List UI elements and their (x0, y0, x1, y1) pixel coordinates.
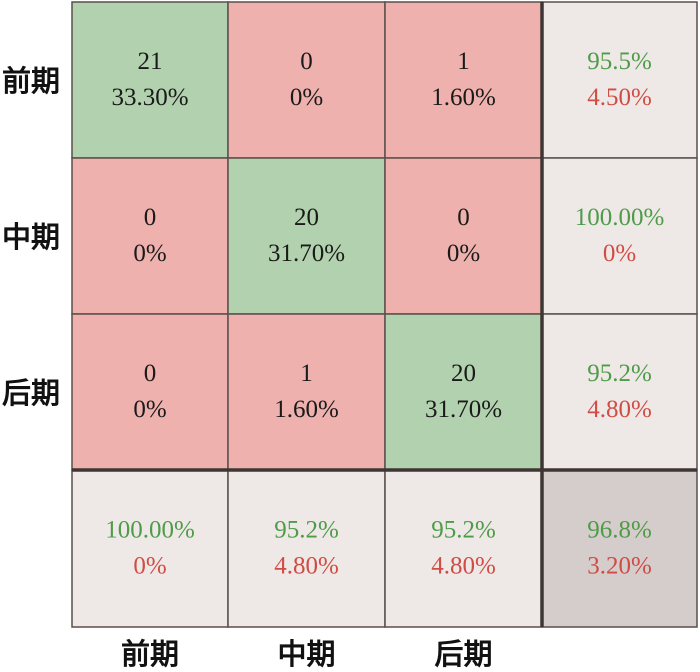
matrix-cell-0-0-line1: 21 (138, 48, 163, 75)
matrix-cell-2-0-line2: 0% (133, 396, 166, 423)
overall-accuracy (541, 469, 698, 628)
row-summary-0 (541, 1, 698, 159)
col-summary-2 (384, 469, 543, 628)
matrix-cell-0-1 (227, 1, 386, 159)
row-label-2: 后期 (2, 377, 60, 410)
col-label-1: 中期 (277, 638, 335, 671)
matrix-cell-1-1 (227, 157, 386, 315)
row-summary-1-line2: 0% (603, 240, 636, 267)
matrix-cell-2-1-line2: 1.60% (274, 396, 339, 423)
matrix-cell-1-2 (384, 157, 543, 315)
row-label-1: 中期 (2, 221, 60, 254)
row-summary-2-line1: 95.2% (587, 360, 652, 387)
row-summary-2-line2: 4.80% (587, 396, 652, 423)
col-summary-0-line1: 100.00% (105, 517, 195, 544)
matrix-cell-2-0 (71, 313, 229, 471)
col-summary-2-line1: 95.2% (431, 517, 496, 544)
matrix-cell-0-0 (71, 1, 229, 159)
row-summary-1-line1: 100.00% (575, 204, 665, 231)
matrix-cell-0-1-line2: 0% (290, 84, 323, 111)
row-summary-0-line1: 95.5% (587, 48, 652, 75)
matrix-cell-0-1-line1: 0 (300, 48, 313, 75)
matrix-cell-1-2-line1: 0 (457, 204, 470, 231)
matrix-cell-2-2 (384, 313, 543, 471)
overall-accuracy-line2: 3.20% (587, 553, 652, 580)
matrix-cell-1-0-line2: 0% (133, 240, 166, 267)
row-summary-0-line2: 4.50% (587, 84, 652, 111)
matrix-cell-2-0-line1: 0 (144, 360, 157, 387)
matrix-cell-2-2-line2: 31.70% (425, 396, 502, 423)
matrix-cell-2-1 (227, 313, 386, 471)
col-summary-2-line2: 4.80% (431, 553, 496, 580)
matrix-cell-2-1-line1: 1 (300, 360, 313, 387)
col-summary-1 (227, 469, 386, 628)
col-summary-0 (71, 469, 229, 628)
overall-accuracy-line1: 96.8% (587, 517, 652, 544)
row-summary-2 (541, 313, 698, 471)
row-label-0: 前期 (2, 64, 60, 98)
matrix-cell-0-2-line1: 1 (457, 48, 470, 75)
col-label-0: 前期 (121, 637, 179, 671)
row-summary-1 (541, 157, 698, 315)
matrix-cell-1-2-line2: 0% (447, 240, 480, 267)
matrix-cell-1-0-line1: 0 (144, 204, 157, 231)
col-summary-0-line2: 0% (133, 553, 166, 580)
matrix-cell-1-1-line1: 20 (294, 204, 319, 231)
matrix-cell-0-2 (384, 1, 543, 159)
col-summary-1-line1: 95.2% (274, 517, 339, 544)
col-label-2: 后期 (434, 638, 492, 671)
matrix-cell-1-1-line2: 31.70% (268, 240, 345, 267)
matrix-cell-0-2-line2: 1.60% (431, 84, 496, 111)
matrix-cell-1-0 (71, 157, 229, 315)
matrix-cell-2-2-line1: 20 (451, 360, 476, 387)
col-summary-1-line2: 4.80% (274, 553, 339, 580)
matrix-cell-0-0-line2: 33.30% (111, 84, 188, 111)
